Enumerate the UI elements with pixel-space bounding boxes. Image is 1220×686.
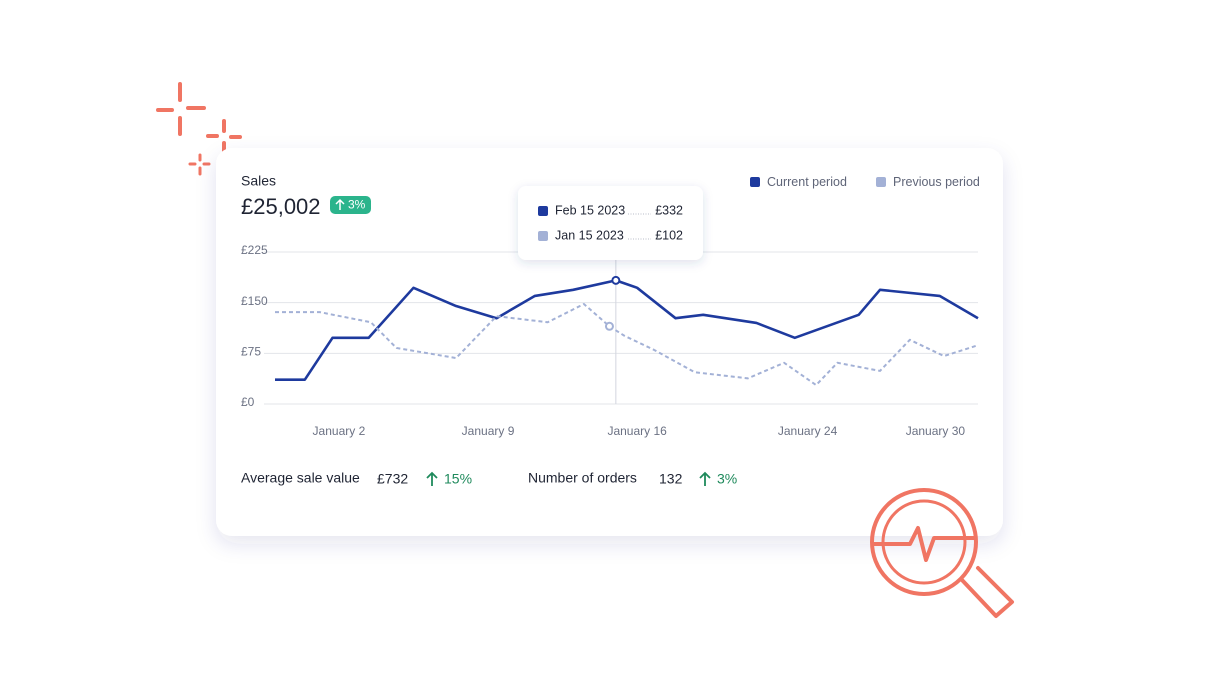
tooltip-date: Feb 15 2023 (555, 203, 625, 217)
card-title: Sales (241, 173, 276, 189)
tooltip-box (518, 186, 703, 260)
metrics: Average sale value £732 15% Number of order… (241, 470, 737, 487)
x-tick-label: January 9 (462, 424, 515, 438)
tooltip: Feb 15 2023 £332 Jan 15 2023 £102 (518, 186, 703, 260)
card (216, 148, 1003, 536)
legend-swatch (750, 177, 760, 187)
x-tick-label: January 24 (778, 424, 838, 438)
tooltip-value: £332 (655, 203, 683, 217)
up-arrow (699, 471, 711, 486)
tooltip-swatch (538, 231, 548, 241)
plot: £0 £75 £150 £225 January 2 January 9 January 1… (241, 175, 980, 438)
tooltip-value: £102 (655, 228, 683, 242)
metric-change: 15% (444, 471, 472, 487)
x-tick-label: January 30 (906, 424, 966, 438)
x-tick-label: January 2 (313, 424, 366, 438)
legend-label: Previous period (893, 175, 980, 189)
up-arrow (426, 471, 438, 486)
legend-label: Current period (767, 175, 847, 189)
metric-change: 3% (717, 471, 737, 487)
metric-label: Average sale value (241, 470, 360, 486)
highlight-point (611, 275, 621, 285)
y-tick-label: £0 (241, 395, 255, 409)
series-line (275, 303, 979, 387)
metric-label: Number of orders (528, 470, 637, 486)
sparkles (156, 82, 242, 176)
metric-value: 132 (659, 471, 683, 487)
x-tick-label: January 16 (607, 424, 667, 438)
magnifier-icon (870, 488, 1014, 618)
tooltip-date: Jan 15 2023 (555, 228, 624, 242)
y-tick-label: £150 (241, 294, 268, 308)
highlight-point (604, 321, 614, 331)
badge-text: 3% (348, 198, 366, 212)
legend-swatch (876, 177, 886, 187)
y-tick-label: £225 (241, 243, 268, 257)
metric-value: £732 (377, 471, 408, 487)
y-tick-label: £75 (241, 345, 261, 359)
sales-total: £25,002 (241, 194, 321, 219)
tooltip-swatch (538, 206, 548, 216)
up-arrow (335, 198, 345, 210)
